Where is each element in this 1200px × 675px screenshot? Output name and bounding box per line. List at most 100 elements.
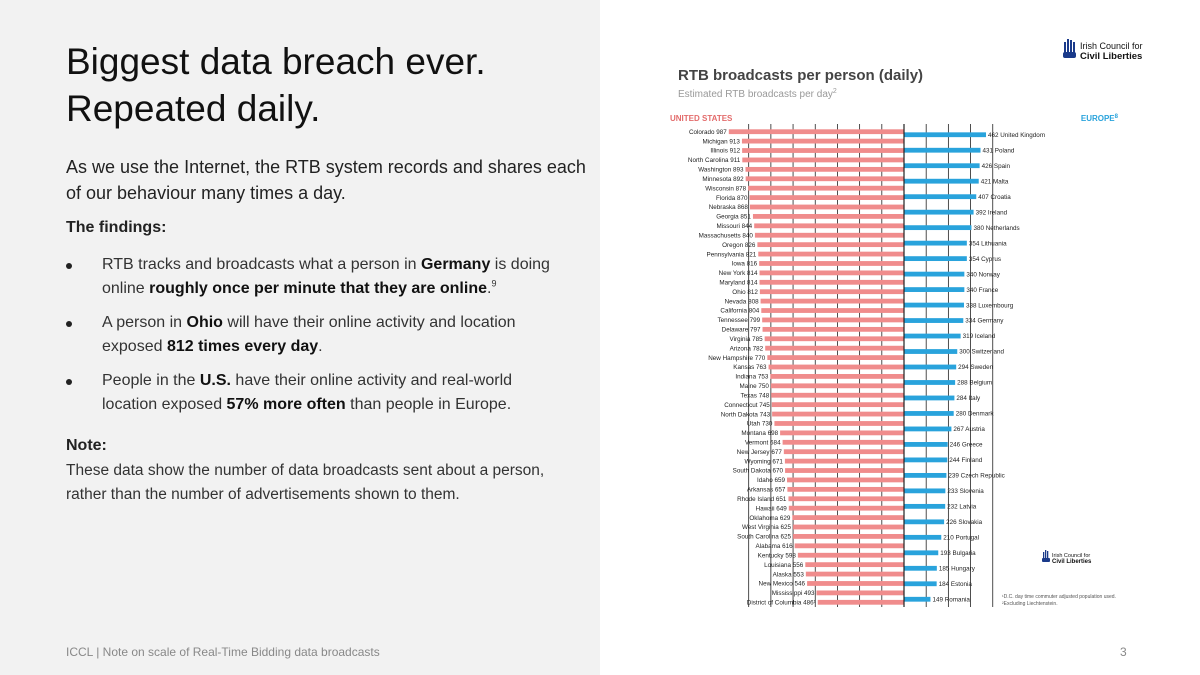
us-bar (770, 383, 904, 389)
europe-bar-label: 426 Spain (982, 163, 1011, 170)
finding-emphasis: Germany (420, 256, 491, 273)
europe-bar-label: 193 Bulgaria (940, 550, 976, 557)
finding-germany: RTB tracks and broadcasts what a person … (66, 253, 566, 301)
finding-text: than people in Europe. (345, 396, 512, 413)
us-bar (765, 345, 904, 351)
europe-bar (904, 163, 980, 169)
europe-bar-label: 267 Austria (953, 426, 985, 433)
us-bar-label: Oregon 826 (722, 242, 756, 249)
intro-paragraph: As we use the Internet, the RTB system r… (66, 157, 586, 203)
europe-bar-label: 284 Italy (956, 395, 981, 402)
us-bar-label: Texas 748 (741, 392, 770, 399)
slide-footer: ICCL | Note on scale of Real-Time Biddin… (66, 645, 380, 659)
us-bar-label: Alaska 553 (773, 571, 805, 578)
us-bar-label: North Carolina 911 (688, 157, 741, 164)
bullet-dot-icon (66, 321, 72, 327)
us-bar-label: Mississippi 493 (772, 590, 815, 597)
europe-bar-label: 300 Switzerland (959, 349, 1004, 356)
europe-bar (904, 550, 939, 556)
us-bar-label: Nebraska 868 (709, 204, 749, 211)
europe-bar (904, 503, 946, 509)
us-bar-label: Hawaii 649 (756, 505, 788, 512)
us-bar-label: South Dakota 670 (733, 468, 784, 475)
us-bar-label: Vermont 684 (745, 439, 781, 446)
us-bar (759, 261, 904, 266)
iccl-hand-icon (1063, 39, 1076, 58)
us-bar-label: Illinois 912 (710, 148, 740, 155)
left-text-panel: Biggest data breach ever. Repeated daily… (0, 0, 600, 675)
europe-bar (904, 302, 964, 308)
us-bar-label: Idaho 659 (757, 477, 786, 484)
europe-bar-label: 431 Poland (983, 147, 1015, 154)
europe-bar-label: 392 Ireland (976, 209, 1008, 216)
us-bar (759, 270, 904, 276)
us-bar-label: Arizona 782 (730, 345, 764, 352)
europe-bar-label: 319 Iceland (963, 333, 996, 340)
us-bar (788, 496, 904, 502)
logo-small-line-1: Irish Council for (1052, 553, 1090, 559)
us-bar-label: Tennessee 799 (717, 317, 760, 324)
us-bar (785, 468, 904, 473)
us-bar-label: Minnesota 892 (702, 176, 744, 183)
page-number: 3 (1120, 645, 1127, 659)
europe-bar-label: 380 Netherlands (973, 225, 1019, 232)
footnote-1: ¹D.C. day time commuter adjusted populat… (1002, 594, 1116, 600)
iccl-logo: Irish Council for Civil Liberties (1063, 39, 1143, 62)
us-bar (774, 421, 904, 426)
us-bar (782, 439, 904, 445)
us-bar (771, 392, 904, 398)
europe-bar (904, 488, 946, 494)
europe-bar (904, 395, 955, 401)
europe-bar (904, 472, 947, 478)
us-bar (787, 486, 904, 492)
us-bars: Colorado 987 Michigan 913 Illinois 912 Nort… (688, 129, 904, 606)
europe-bar (904, 457, 948, 463)
us-bar (749, 195, 904, 200)
europe-bar-label: 233 Slovenia (947, 488, 984, 495)
us-bar (793, 534, 904, 539)
us-bar-label: New Jersey 677 (737, 449, 783, 456)
europe-bar (904, 349, 958, 354)
us-bar-label: Virginia 785 (730, 336, 764, 343)
finding-text: is doing online (102, 256, 550, 297)
us-bar-label: New Hampshire 770 (708, 355, 766, 362)
bullet-dot-icon (66, 379, 72, 385)
us-bar (770, 374, 904, 379)
us-bar (742, 148, 904, 153)
us-bar (757, 242, 904, 248)
us-bar-label: Colorado 987 (689, 129, 727, 136)
us-bar (749, 204, 904, 210)
us-bar (745, 166, 904, 172)
us-bar-label: Pennsylvania 821 (707, 251, 757, 258)
europe-bar-label: 334 Germany (965, 318, 1004, 325)
europe-bar (904, 442, 948, 447)
us-bar-label: Nevada 808 (725, 298, 759, 305)
europe-bar (904, 565, 937, 571)
finding-ohio: A person in Ohio will have their online … (66, 311, 566, 359)
us-bar (742, 157, 904, 163)
logo-line-1: Irish Council for (1080, 41, 1143, 51)
europe-bar-label: 184 Estonia (939, 581, 973, 588)
us-bar (794, 543, 904, 549)
us-bar-label: Missouri 844 (716, 223, 752, 230)
us-bar-label: Alabama 616 (756, 543, 794, 550)
us-bar-label: Iowa 816 (732, 261, 758, 268)
us-bar-label: Georgia 851 (716, 214, 751, 221)
us-bar-label: Wisconsin 878 (705, 185, 746, 192)
us-bar-label: New Mexico 546 (759, 581, 806, 588)
europe-bar-label: 340 France (966, 287, 998, 294)
us-bar-label: Indiana 753 (735, 374, 768, 381)
iccl-hand-icon-small (1042, 550, 1050, 562)
us-bar (792, 515, 904, 520)
us-bar (817, 599, 904, 605)
bullet-dot-icon (66, 263, 72, 269)
europe-bar (904, 209, 974, 215)
findings-heading: The findings: (66, 219, 167, 236)
europe-bar (904, 256, 967, 262)
us-bar (728, 129, 904, 135)
chart-title: RTB broadcasts per person (daily) (678, 67, 923, 84)
us-bar-label: California 804 (720, 308, 759, 315)
europe-bar (904, 318, 964, 323)
us-bar-label: Wyoming 671 (744, 458, 783, 465)
footnote-ref: 9 (491, 278, 497, 289)
